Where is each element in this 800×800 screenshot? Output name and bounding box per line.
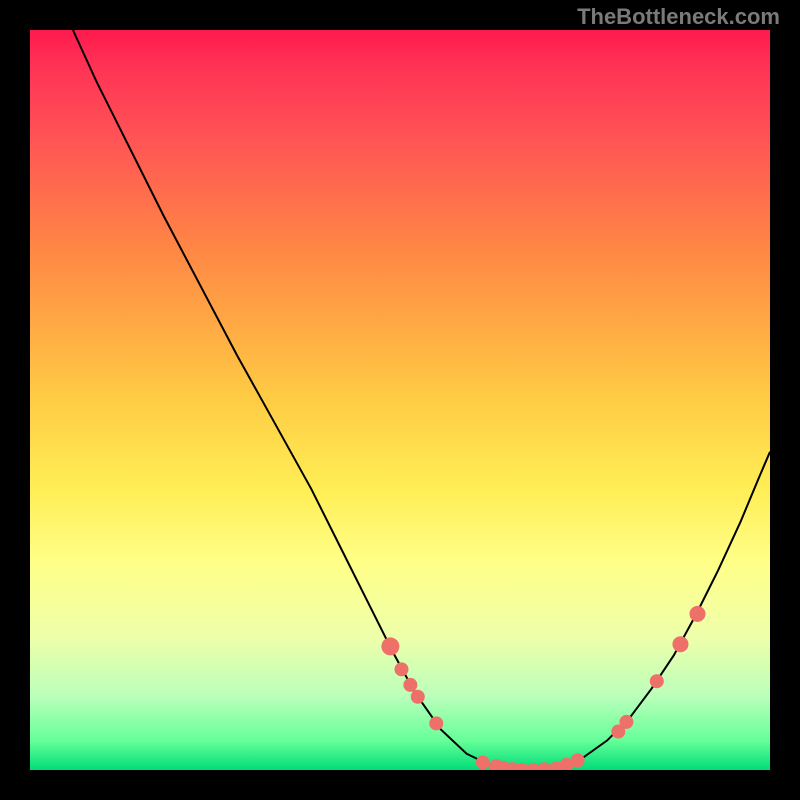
data-marker xyxy=(672,636,688,652)
data-marker xyxy=(560,758,574,770)
data-marker xyxy=(650,674,664,688)
data-marker xyxy=(689,606,705,622)
data-marker xyxy=(611,725,625,739)
data-marker xyxy=(497,761,511,770)
data-marker xyxy=(411,690,425,704)
data-marker xyxy=(515,763,529,770)
data-markers xyxy=(381,606,705,770)
data-marker xyxy=(619,715,633,729)
data-marker xyxy=(526,763,540,770)
data-marker xyxy=(476,756,490,770)
data-marker xyxy=(549,762,563,770)
data-marker xyxy=(403,678,417,692)
chart-plot-area xyxy=(30,30,770,770)
data-marker xyxy=(537,762,551,770)
data-marker xyxy=(429,716,443,730)
bottleneck-curve xyxy=(73,30,770,770)
data-marker xyxy=(381,637,399,655)
data-marker xyxy=(489,759,503,770)
data-marker xyxy=(394,662,408,676)
chart-svg xyxy=(30,30,770,770)
data-marker xyxy=(571,753,585,767)
data-marker xyxy=(505,762,519,770)
watermark-text: TheBottleneck.com xyxy=(577,4,780,30)
